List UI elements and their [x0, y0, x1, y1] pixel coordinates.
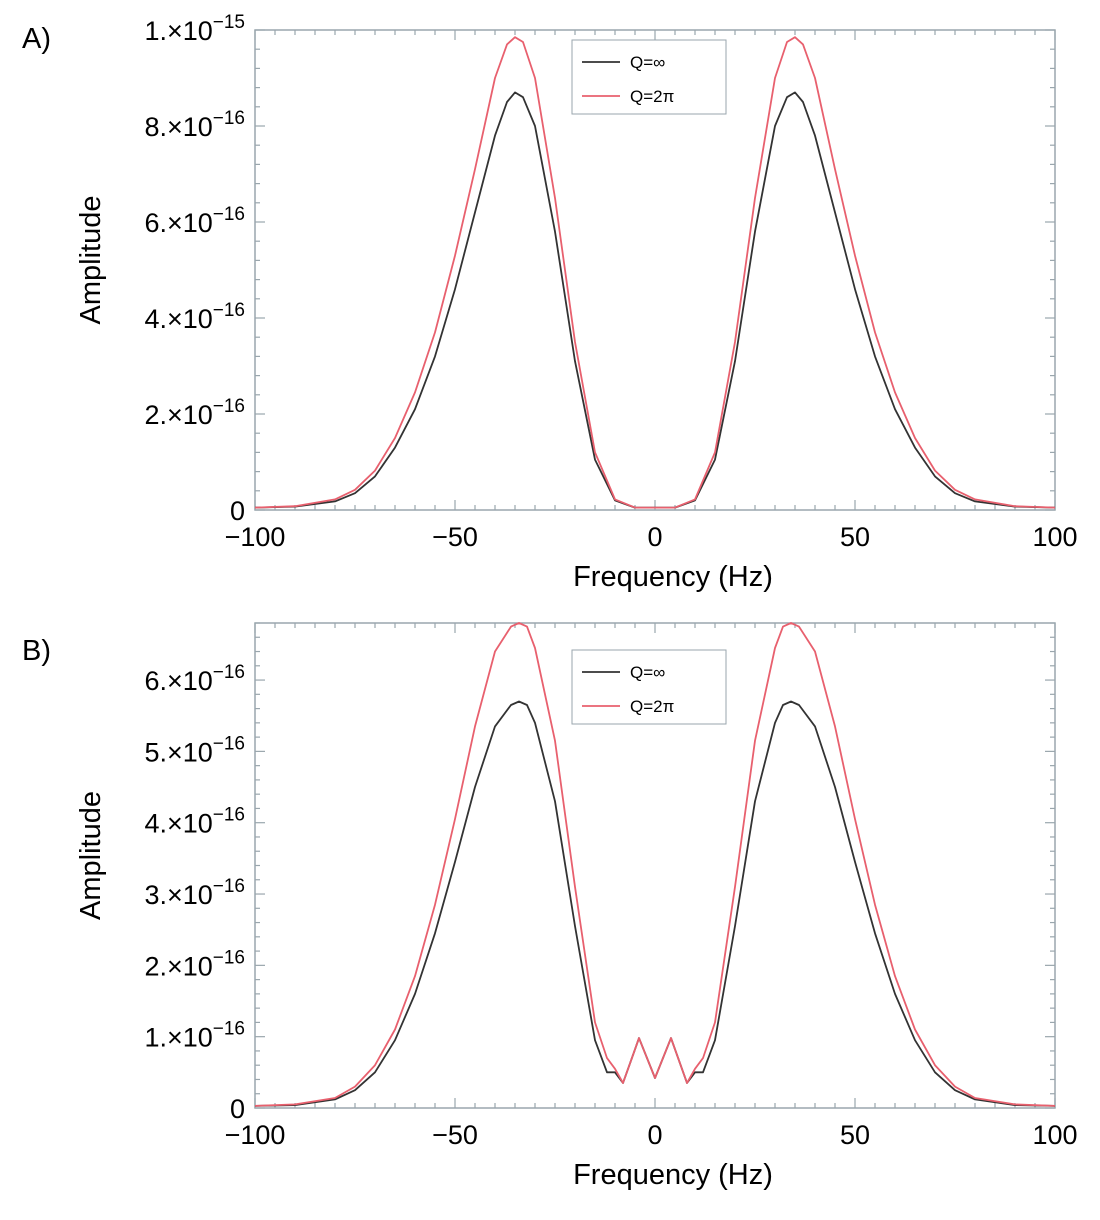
x-tick-label: 50 [840, 522, 870, 552]
y-tick-exponent: −16 [213, 1019, 245, 1040]
y-tick-exponent: −15 [213, 12, 245, 33]
chart-panel-b: −100 −50 0 50 10001.×10−162.×10−163.×10−164.… [22, 622, 1078, 1191]
chart-panel-a: −100 −50 0 50 10002.×10−164.×10−166.×10−168.… [22, 12, 1078, 593]
y-tick-mantissa: 6.×10 [144, 666, 212, 696]
legend: Q=∞ Q=2π [571, 649, 727, 725]
panel-label: A) [22, 23, 51, 55]
y-tick-mantissa: 0 [230, 1094, 245, 1124]
x-tick-label: 0 [647, 522, 662, 552]
x-tick-label: −100 [225, 522, 286, 552]
legend-label: Q=2π [630, 697, 674, 716]
y-tick-mantissa: 2.×10 [144, 400, 212, 430]
series-line-q-infinity [254, 700, 1056, 1107]
y-tick-exponent: −16 [213, 733, 245, 754]
legend-label: Q=∞ [630, 663, 665, 682]
panel-label: B) [22, 635, 51, 667]
y-tick-label: 1.×10−15 [144, 12, 245, 46]
x-tick-label: 50 [840, 1120, 870, 1150]
series-line-q-2pi [254, 36, 1056, 509]
y-tick-exponent: −16 [213, 204, 245, 225]
y-tick-exponent: −16 [213, 662, 245, 683]
x-tick-label: 100 [1032, 1120, 1077, 1150]
y-tick-label: 3.×10−16 [144, 876, 245, 910]
y-tick-exponent: −16 [213, 300, 245, 321]
y-tick-label: 5.×10−16 [144, 733, 245, 767]
x-tick-label: −50 [432, 522, 478, 552]
y-tick-exponent: −16 [213, 108, 245, 129]
y-tick-label: 2.×10−16 [144, 396, 245, 430]
series-line-q-2pi [254, 622, 1056, 1107]
legend-label: Q=∞ [630, 53, 665, 72]
y-axis-title: Amplitude [75, 791, 107, 920]
y-tick-exponent: −16 [213, 876, 245, 897]
legend-label: Q=2π [630, 87, 674, 106]
series-line-q-infinity [254, 91, 1056, 509]
x-tick-label: 0 [647, 1120, 662, 1150]
y-tick-label: 6.×10−16 [144, 662, 245, 696]
y-tick-mantissa: 6.×10 [144, 208, 212, 238]
y-tick-label: 2.×10−16 [144, 947, 245, 981]
x-tick-label: −50 [432, 1120, 478, 1150]
y-tick-label: 0 [230, 496, 245, 526]
y-tick-exponent: −16 [213, 805, 245, 826]
y-tick-mantissa: 8.×10 [144, 112, 212, 142]
x-tick-label: 100 [1032, 522, 1077, 552]
legend-box [571, 39, 727, 115]
legend: Q=∞ Q=2π [571, 39, 727, 115]
y-tick-label: 4.×10−16 [144, 805, 245, 839]
y-tick-mantissa: 0 [230, 496, 245, 526]
y-tick-mantissa: 4.×10 [144, 304, 212, 334]
legend-box [571, 649, 727, 725]
y-tick-label: 4.×10−16 [144, 300, 245, 334]
x-tick-label: −100 [225, 1120, 286, 1150]
y-tick-mantissa: 3.×10 [144, 880, 212, 910]
y-tick-mantissa: 4.×10 [144, 809, 212, 839]
y-tick-exponent: −16 [213, 947, 245, 968]
y-tick-mantissa: 2.×10 [144, 951, 212, 981]
y-tick-mantissa: 5.×10 [144, 737, 212, 767]
x-axis-title: Frequency (Hz) [573, 1159, 773, 1191]
y-tick-mantissa: 1.×10 [144, 16, 212, 46]
y-tick-label: 1.×10−16 [144, 1019, 245, 1053]
y-tick-mantissa: 1.×10 [144, 1023, 212, 1053]
y-tick-exponent: −16 [213, 396, 245, 417]
y-axis-title: Amplitude [75, 196, 107, 325]
y-tick-label: 6.×10−16 [144, 204, 245, 238]
y-tick-label: 0 [230, 1094, 245, 1124]
x-axis-title: Frequency (Hz) [573, 561, 773, 593]
y-tick-label: 8.×10−16 [144, 108, 245, 142]
